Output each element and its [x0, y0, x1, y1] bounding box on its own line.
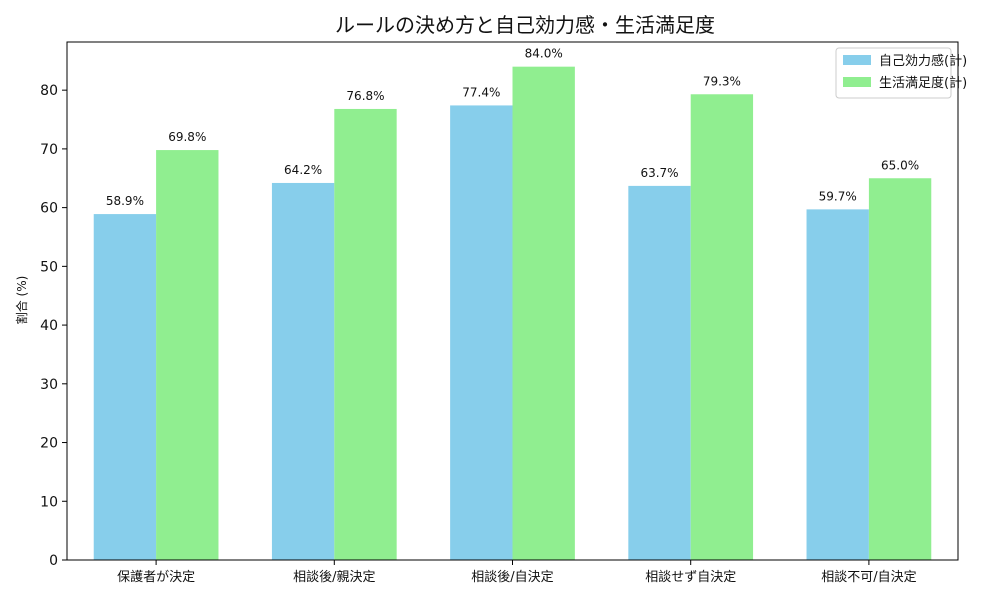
y-tick-label: 20 [40, 436, 58, 452]
legend-swatch [843, 55, 871, 65]
bar [512, 66, 575, 561]
bar-value-label: 79.3% [703, 74, 741, 88]
x-tick-label: 相談せず自決定 [645, 569, 736, 585]
bar-value-label: 77.4% [462, 85, 500, 99]
y-tick-label: 50 [40, 259, 58, 275]
bar-value-label: 65.0% [881, 158, 919, 172]
legend-entry: 生活満足度(計) [879, 75, 967, 91]
bar [93, 214, 157, 561]
y-tick-label: 60 [40, 201, 58, 217]
chart-title: ルールの決め方と自己効力感・生活満足度 [335, 13, 715, 37]
bar-value-label: 64.2% [284, 163, 322, 177]
bar [868, 178, 932, 560]
y-tick-label: 10 [40, 494, 58, 510]
x-tick-label: 保護者が決定 [117, 569, 195, 585]
bars-group [93, 66, 932, 561]
x-tick-label: 相談後/自決定 [471, 569, 553, 585]
bar [271, 182, 335, 560]
y-tick-label: 70 [40, 142, 58, 158]
y-tick-label: 0 [49, 553, 58, 569]
bar-value-label: 76.8% [346, 89, 384, 103]
legend-entry: 自己効力感(計) [879, 53, 967, 69]
bar [628, 185, 691, 560]
x-tick-label: 相談後/親決定 [293, 569, 375, 585]
y-axis-label: 割合 (%) [14, 276, 29, 325]
bar-value-label: 63.7% [640, 166, 678, 180]
bar [156, 150, 219, 561]
bar-value-label: 69.8% [168, 130, 206, 144]
y-tick-label: 40 [40, 318, 58, 334]
y-tick-label: 80 [40, 83, 58, 99]
data-labels-group: 58.9% 69.8% 64.2% 76.8% 77.4% 84.0% 63.7% 79.3%… [106, 47, 919, 208]
x-tick-label: 相談不可/自決定 [821, 569, 916, 585]
bar-value-label: 84.0% [525, 47, 563, 61]
bar [450, 105, 513, 560]
bar [334, 108, 397, 560]
legend-swatch [843, 77, 871, 87]
y-tick-label: 30 [40, 377, 58, 393]
bar [806, 209, 869, 560]
bar-value-label: 58.9% [106, 194, 144, 208]
plot-frame [66, 41, 959, 561]
bar-value-label: 59.7% [819, 189, 857, 203]
legend: 自己効力感(計) 生活満足度(計) [835, 47, 967, 99]
bar [690, 94, 754, 561]
y-axis: 0 10 20 30 40 50 60 70 80 [40, 83, 67, 569]
x-axis: 保護者が決定 相談後/親決定 相談後/自決定 相談せず自決定 相談不可/自決定 [117, 560, 917, 585]
